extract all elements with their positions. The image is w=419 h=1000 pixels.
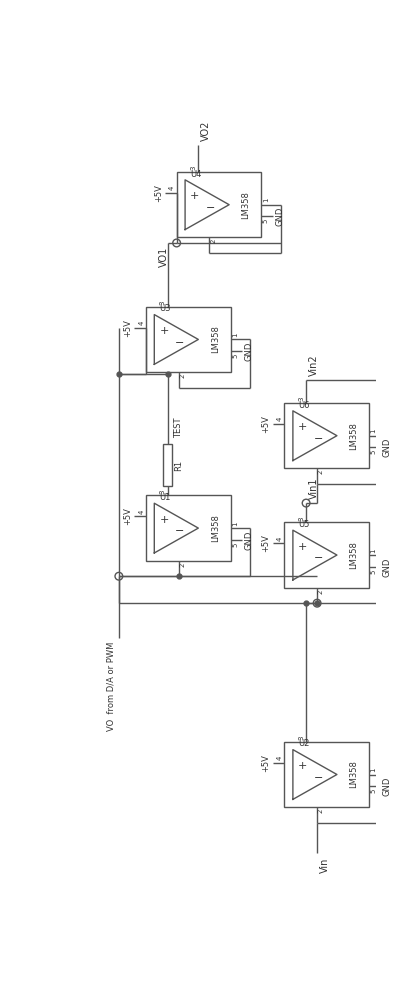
Text: 5: 5 [371,450,377,454]
Text: TEST: TEST [174,417,184,438]
Bar [146,307,230,372]
Bar [177,172,261,237]
Text: U4: U4 [190,170,202,179]
Text: U6: U6 [298,401,310,410]
Bar [163,444,172,486]
Text: 2: 2 [318,470,324,474]
Text: 4: 4 [277,417,283,421]
Text: 3: 3 [191,166,197,170]
Text: 1: 1 [371,429,377,433]
Text: 1: 1 [232,521,238,526]
Text: 4: 4 [138,510,144,514]
Text: U3: U3 [160,304,171,313]
Text: −: − [175,526,184,536]
Text: −: − [314,434,323,444]
Text: LM358: LM358 [242,191,251,219]
Text: 4: 4 [277,536,283,541]
Text: 3: 3 [160,489,166,494]
Text: 5: 5 [232,354,238,358]
Text: Vin2: Vin2 [309,354,319,376]
Bar [285,742,369,807]
Text: 3: 3 [298,516,305,521]
Text: 5: 5 [371,789,377,793]
Text: GND: GND [383,777,392,796]
Text: 3: 3 [298,736,305,740]
Text: 2: 2 [318,589,324,594]
Text: −: − [175,338,184,348]
Text: +5V: +5V [261,534,271,552]
Text: VO  from D/A or PWM: VO from D/A or PWM [106,642,115,731]
Text: +: + [190,191,199,201]
Text: VO2: VO2 [202,121,212,141]
Text: GND: GND [275,207,284,226]
Text: LM358: LM358 [349,541,358,569]
Text: 2: 2 [210,239,216,243]
Bar [285,403,369,468]
Text: 4: 4 [169,186,175,190]
Text: LM358: LM358 [211,514,220,542]
Text: VO1: VO1 [159,247,169,267]
Text: 5: 5 [371,569,377,574]
Text: 5: 5 [263,219,269,223]
Text: U1: U1 [160,493,171,502]
Text: U5: U5 [298,520,310,529]
Text: 2: 2 [318,809,324,813]
Text: 1: 1 [263,198,269,202]
Text: 1: 1 [371,768,377,772]
Text: GND: GND [383,438,392,457]
Text: +5V: +5V [154,184,163,202]
Text: LM358: LM358 [349,761,358,788]
Text: +5V: +5V [123,507,132,525]
Text: R1: R1 [174,459,184,471]
Text: +: + [298,542,307,552]
Text: +: + [298,422,307,432]
Bar [388,774,408,823]
Text: Vin: Vin [320,857,330,873]
Text: 5: 5 [232,542,238,547]
Text: +: + [298,761,307,771]
Text: LM358: LM358 [349,422,358,450]
Text: GND: GND [383,557,392,577]
Text: +5V: +5V [123,319,132,337]
Bar [285,522,369,588]
Text: Vin1: Vin1 [309,478,319,499]
Text: 4: 4 [138,321,144,325]
Text: 4: 4 [277,756,283,760]
Text: +: + [159,326,169,336]
Text: −: − [314,773,323,783]
Text: +5V: +5V [261,415,271,433]
Text: −: − [206,203,215,213]
Text: 2: 2 [179,374,185,378]
Text: GND: GND [244,342,253,361]
Text: 3: 3 [298,397,305,401]
Text: U2: U2 [298,739,310,748]
Text: 3: 3 [160,301,166,305]
Bar [146,495,230,561]
Text: LM358: LM358 [211,326,220,353]
Bar [388,499,408,603]
Text: +5V: +5V [261,754,271,772]
Text: 2: 2 [179,562,185,567]
Text: +: + [159,515,169,525]
Text: 1: 1 [232,333,238,337]
Text: 1: 1 [371,548,377,553]
Text: GND: GND [244,530,253,550]
Text: −: − [314,553,323,563]
